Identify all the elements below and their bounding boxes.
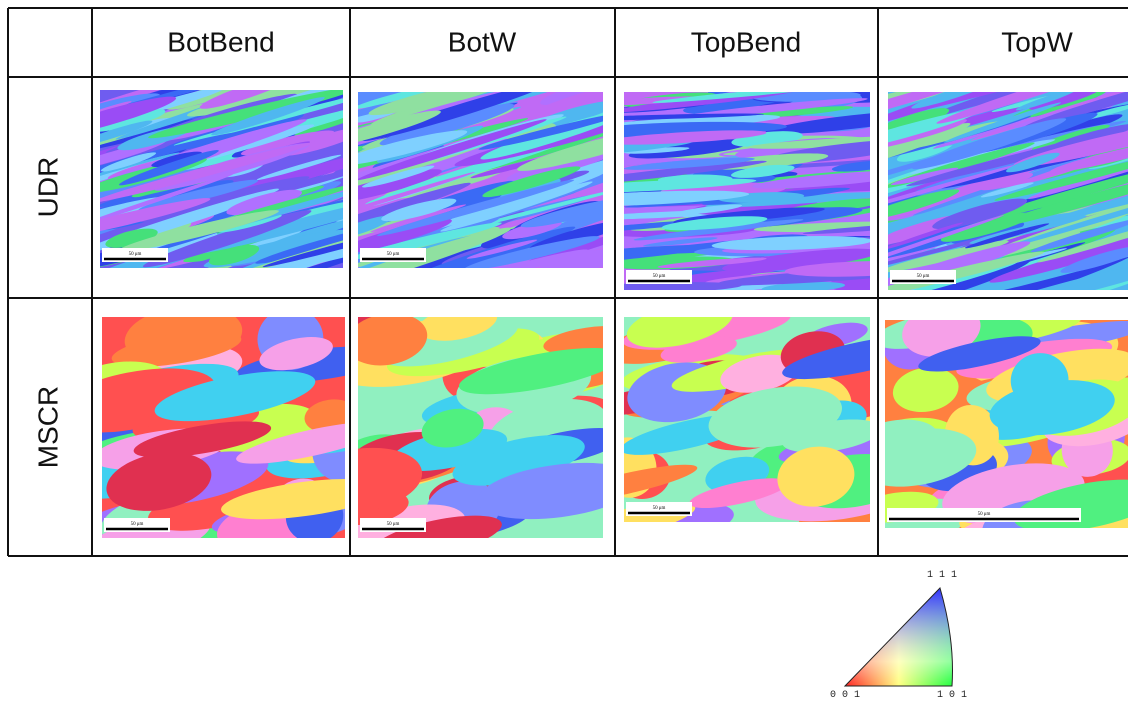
column-header: TopBend [691, 26, 802, 57]
legend-label: 0 0 1 [830, 690, 860, 701]
column-header: BotW [448, 26, 517, 57]
column-header: TopW [1001, 26, 1073, 57]
legend-label: 1 1 1 [927, 570, 957, 581]
row-header: UDR [32, 157, 63, 218]
images: 50 μm 50 μm 50 μm 50 μm 50 μm 50 μm 50 μm 50 μm [2, 56, 1128, 571]
column-header: BotBend [167, 26, 274, 57]
row-header: MSCR [32, 386, 63, 468]
scale-label: 50 μm [131, 522, 144, 527]
scale-label: 50 μm [653, 274, 666, 279]
ebsd-map: 50 μm [292, 294, 665, 568]
legend-label: 1 0 1 [937, 690, 967, 701]
scale-label: 50 μm [387, 252, 400, 257]
scale-label: 50 μm [653, 506, 666, 511]
scale-label: 50 μm [978, 512, 991, 517]
scale-label: 50 μm [917, 274, 930, 279]
figure: 50 μm50 μm50 μm50 μm50 μm50 μm50 μm50 μm… [0, 0, 1128, 701]
scale-label: 50 μm [129, 252, 142, 257]
ipf-legend: 1 1 1 0 0 1 1 0 1 [830, 570, 967, 701]
scale-label: 50 μm [387, 522, 400, 527]
